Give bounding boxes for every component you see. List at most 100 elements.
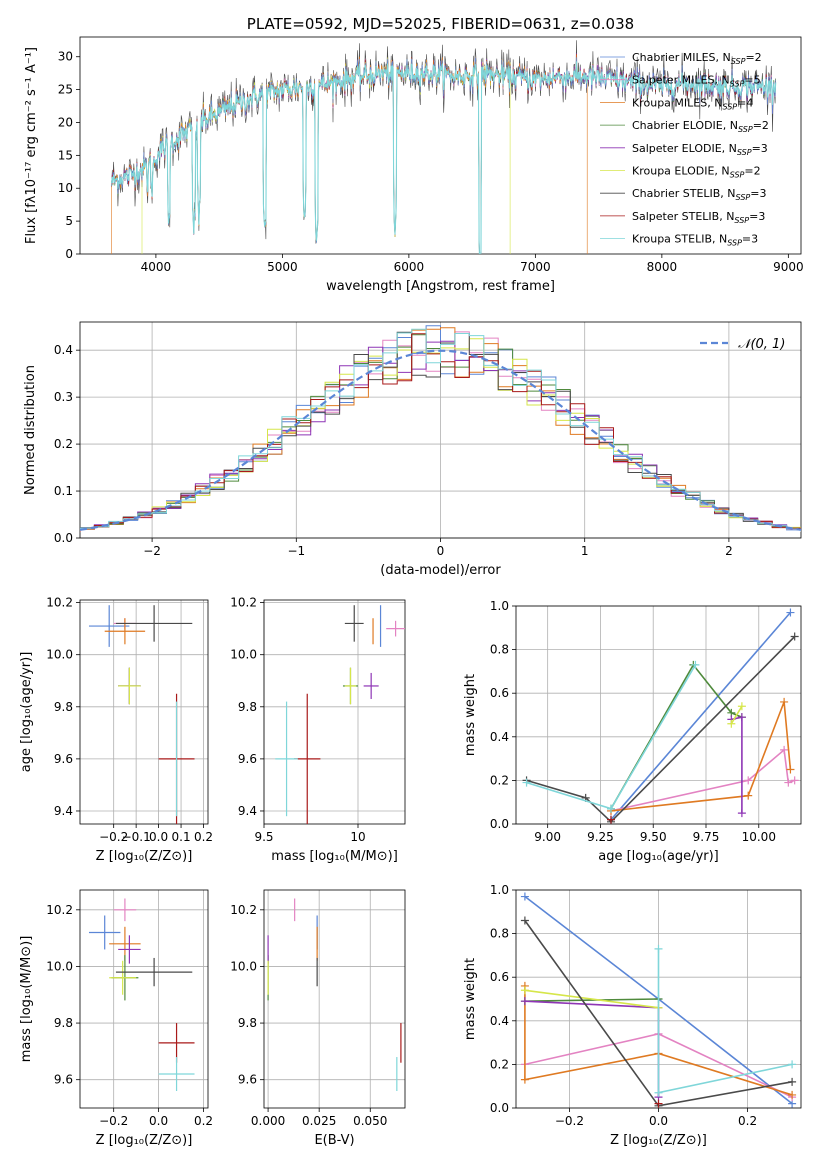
legend-tail: =2 [753, 119, 769, 132]
ebv-mass-xlabel: E(B-V) [314, 1133, 354, 1148]
ebv-mass-ytick-label: 9.6 [238, 1073, 257, 1087]
mass-age-point [344, 667, 357, 705]
z-mass-xtick-label: 0.0 [149, 1114, 168, 1128]
spectrum-ylabel: Flux [fλ10⁻¹⁷ erg cm⁻² s⁻¹ A⁻¹] [24, 47, 39, 244]
weight-marker [737, 702, 746, 711]
spectrum-series-kroupa-stelib [111, 61, 777, 254]
z-mass-point [158, 1057, 195, 1092]
weight-line [524, 989, 659, 1009]
spectrum-axes: 4000 5000 6000 7000 8000 9000 0 5 10 15 20 25 30 wave… [24, 15, 804, 294]
age-weights-frame [515, 605, 802, 825]
age-weights-xtick-label: 9.25 [587, 830, 614, 844]
spectrum-xtick-label: 7000 [520, 260, 551, 274]
ebv-mass-xtick-label: 0.050 [353, 1114, 387, 1128]
spectrum-title: PLATE=0592, MJD=52025, FIBERID=0631, z=0… [247, 15, 634, 33]
weight-marker [788, 1077, 797, 1086]
z-age-xlabel: Z [log₁₀(Z/Z⊙)] [96, 849, 193, 864]
z-age-xtick-label: −0.1 [122, 830, 151, 844]
weight-marker [520, 1075, 529, 1084]
z-weights-ytick-label: 0.8 [490, 927, 509, 941]
z-weights-ytick-label: 0.6 [490, 970, 509, 984]
residuals-ytick-label: 0.1 [54, 484, 73, 498]
z-weights-axes: −0.2 0.0 0.2 0.0 0.2 0.4 0.6 0.8 1.0 Z [log₁₀(Z/Z… [463, 883, 802, 1148]
weight-line [730, 705, 743, 725]
spectrum-ytick-label: 20 [58, 115, 73, 129]
z-weights-ytick-label: 0.2 [490, 1057, 509, 1071]
residuals-xlabel: (data-model)/error [380, 563, 501, 578]
residuals-xtick-label: −2 [143, 544, 161, 558]
weight-marker [788, 1060, 797, 1069]
mass-age-xtick-label: 9.5 [254, 830, 273, 844]
residuals-ylabel: Normed distribution [23, 365, 38, 495]
legend-text: Chabrier ELODIE, N [632, 119, 738, 132]
mass-age-point [294, 693, 321, 824]
mass-age-frame [263, 599, 406, 825]
legend-text: Chabrier STELIB, N [632, 187, 736, 200]
legend-text: Salpeter MILES, N [632, 74, 730, 87]
z-weights-ylabel: mass weight [463, 958, 478, 1040]
age-weights-ytick-label: 1.0 [490, 599, 509, 613]
legend-entry: Salpeter STELIB, NSSP=3 [632, 210, 765, 225]
mass-age-ytick-label: 9.6 [238, 752, 257, 766]
age-weights-xtick-label: 9.50 [640, 830, 667, 844]
legend-entry: Kroupa STELIB, NSSP=3 [632, 233, 758, 248]
z-mass-point [109, 960, 137, 995]
residuals-xtick-label: 1 [581, 544, 589, 558]
z-weights-series-kroupa-stelib [654, 944, 797, 1097]
age-weights-series-salpeter-elodie [727, 713, 746, 818]
legend-tail: =5 [744, 74, 760, 87]
z-age-axes: −0.2−0.10.0 0.1 0.2 9.4 9.6 9.8 10.0 10.2 Z [log… [19, 596, 213, 864]
residuals-ytick-label: 0.0 [54, 531, 73, 545]
spectrum-xtick-label: 8000 [647, 260, 678, 274]
weight-marker [691, 660, 700, 669]
legend-entry: Chabrier MILES, NSSP=2 [632, 51, 762, 66]
weight-marker [737, 713, 746, 722]
z-age-point [88, 605, 130, 647]
z-age-xtick-label: 0.1 [172, 830, 191, 844]
z-mass-ytick-label: 9.8 [54, 1016, 73, 1030]
age-weights-xtick-label: 10.00 [742, 830, 776, 844]
z-mass-axes: −0.2 0.0 0.2 9.6 9.8 10.0 10.2 Z [log₁₀(Z/Z⊙)] m… [19, 889, 213, 1148]
weight-marker [654, 1088, 663, 1097]
weight-marker [522, 778, 531, 787]
mass-age-point [386, 620, 405, 637]
weight-line [610, 611, 792, 821]
weight-marker [780, 697, 789, 706]
legend-sub: SSP [730, 80, 745, 89]
age-weights-xtick-label: 9.75 [693, 830, 720, 844]
spectrum-xtick-label: 6000 [394, 260, 425, 274]
weight-line [524, 998, 659, 1002]
mass-age-ytick-label: 10.2 [230, 596, 257, 610]
mass-age-xtick-label: 10 [350, 830, 365, 844]
residuals-ytick-label: 0.2 [54, 437, 73, 451]
age-weights-series-chabrier-stelib [522, 632, 799, 824]
age-weights-series-kroupa-elodie [727, 702, 746, 728]
legend-tail: =3 [742, 233, 758, 246]
z-weights-series-salpeter-stelib [654, 1099, 663, 1108]
mass-age-xlabel: mass [log₁₀(M/M⊙)] [271, 849, 398, 864]
legend-tail: =2 [744, 165, 760, 178]
spectrum-ytick-label: 30 [58, 50, 73, 64]
weight-marker [727, 719, 736, 728]
z-mass-xtick-label: 0.2 [194, 1114, 213, 1128]
age-weights-xlabel: age [log₁₀(age/yr)] [598, 849, 719, 864]
z-age-point [115, 605, 193, 642]
age-weights-ytick-label: 0.2 [490, 773, 509, 787]
z-weights-xtick-label: −0.2 [555, 1114, 584, 1128]
z-mass-point [115, 957, 193, 987]
weight-marker [788, 1090, 797, 1099]
residuals-ytick-label: 0.4 [54, 343, 73, 357]
residuals-ytick-label: 0.3 [54, 390, 73, 404]
age-weights-series-kroupa-stelib [522, 660, 700, 813]
z-mass-xlabel: Z [log₁₀(Z/Z⊙)] [96, 1133, 193, 1148]
spectrum-xtick-label: 5000 [267, 260, 298, 274]
z-mass-xtick-label: −0.2 [99, 1114, 128, 1128]
z-weights-xtick-label: 0.2 [738, 1114, 757, 1128]
ebv-mass-xtick-label: 0.000 [251, 1114, 285, 1128]
weight-marker [744, 791, 753, 800]
age-weights-ytick-label: 0.4 [490, 730, 509, 744]
normal-curve [79, 349, 802, 531]
mass-age-ytick-label: 10.0 [230, 648, 257, 662]
